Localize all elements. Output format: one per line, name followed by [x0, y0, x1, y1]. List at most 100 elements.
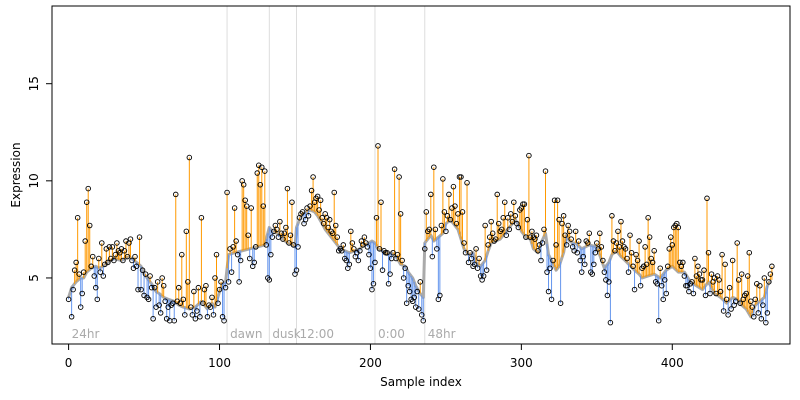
data-point	[396, 174, 402, 180]
data-point	[259, 164, 265, 170]
data-point	[120, 257, 126, 264]
data-point	[512, 213, 519, 219]
data-point	[310, 174, 316, 180]
data-point	[275, 234, 282, 240]
data-point	[375, 143, 381, 149]
data-point	[293, 267, 300, 273]
data-point	[618, 218, 624, 225]
data-point	[574, 249, 580, 256]
data-point	[254, 170, 261, 176]
data-point	[559, 220, 565, 227]
data-point	[348, 228, 354, 235]
data-point	[527, 234, 534, 240]
data-point	[547, 265, 553, 271]
data-point	[586, 230, 593, 237]
data-point	[251, 259, 257, 266]
data-point	[633, 251, 639, 258]
data-point	[405, 282, 411, 289]
data-point	[465, 259, 472, 266]
data-point	[260, 203, 267, 209]
data-point	[591, 261, 597, 268]
data-point	[182, 312, 188, 318]
data-point	[533, 232, 540, 238]
data-point	[159, 275, 165, 281]
data-point	[660, 296, 666, 303]
data-point	[508, 211, 514, 217]
data-point	[619, 238, 626, 244]
data-point	[317, 197, 324, 204]
data-point	[237, 257, 244, 264]
data-point	[473, 246, 479, 252]
axes: 0 100 200 300 400 5 10 15	[27, 76, 684, 370]
data-point	[277, 218, 283, 225]
data-point	[162, 298, 168, 305]
data-point	[240, 181, 247, 188]
data-point	[545, 288, 552, 295]
data-point	[725, 312, 731, 318]
data-point	[751, 314, 757, 320]
data-point	[743, 290, 749, 297]
data-point	[429, 253, 436, 260]
data-point	[169, 300, 176, 306]
data-point	[136, 234, 143, 240]
data-point	[142, 271, 149, 277]
data-point	[443, 228, 449, 235]
data-point	[391, 166, 398, 172]
data-point	[349, 240, 356, 246]
data-point	[766, 279, 772, 285]
x-tick-label: 200	[359, 356, 382, 370]
data-point	[373, 214, 380, 221]
data-point	[266, 277, 273, 283]
phase-label: 12:00	[299, 327, 334, 341]
data-point	[550, 257, 556, 264]
y-tick-label: 10	[27, 173, 41, 188]
data-point	[607, 319, 614, 326]
data-point	[699, 277, 706, 283]
data-point	[233, 238, 239, 244]
data-point	[246, 255, 253, 262]
data-point	[414, 288, 420, 295]
data-point	[160, 282, 167, 289]
data-point	[243, 203, 250, 209]
data-point	[171, 317, 177, 324]
data-point	[423, 209, 430, 215]
data-point	[295, 244, 301, 250]
data-point	[702, 292, 709, 299]
data-point	[482, 222, 488, 229]
data-point	[397, 211, 404, 217]
data-point	[625, 269, 632, 275]
data-point	[417, 279, 423, 285]
data-point	[419, 312, 425, 318]
data-point	[411, 294, 417, 301]
data-point	[139, 267, 146, 273]
data-point	[581, 261, 588, 268]
data-point	[343, 257, 350, 264]
data-point	[503, 232, 510, 238]
data-point	[646, 234, 653, 240]
data-point	[221, 317, 227, 324]
data-point	[83, 199, 90, 205]
data-point	[719, 251, 725, 258]
data-point	[681, 273, 688, 279]
data-point	[651, 248, 657, 254]
data-point	[746, 249, 753, 256]
data-point	[609, 213, 615, 219]
data-point	[526, 152, 532, 159]
data-point	[372, 259, 378, 266]
data-point	[79, 290, 85, 297]
data-point	[565, 222, 571, 229]
data-point	[185, 279, 191, 285]
data-point	[761, 275, 768, 281]
data-point	[111, 257, 117, 264]
data-point	[89, 253, 96, 260]
data-point	[286, 240, 292, 246]
data-point	[437, 292, 443, 299]
x-tick-label: 0	[65, 356, 73, 370]
data-point	[384, 249, 390, 256]
data-point	[515, 224, 522, 231]
data-point	[326, 216, 333, 223]
data-point	[280, 236, 286, 242]
data-point	[624, 255, 630, 262]
data-point	[364, 244, 371, 250]
